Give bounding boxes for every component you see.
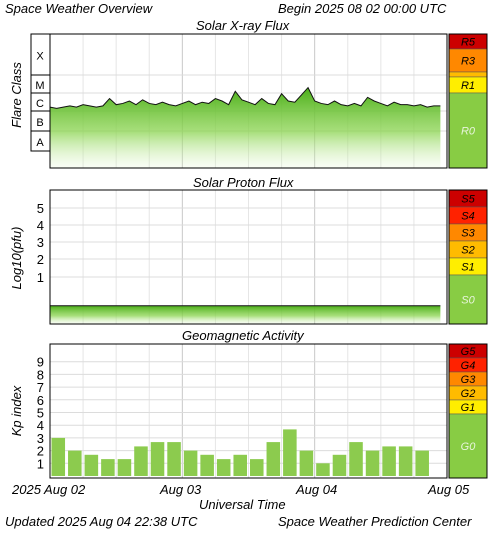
kp-bar bbox=[250, 459, 264, 476]
proton-scale-label: S1 bbox=[461, 262, 474, 274]
geomag-y-tick: 1 bbox=[37, 456, 44, 471]
xray-plot-border bbox=[49, 33, 448, 169]
kp-bar bbox=[398, 446, 413, 476]
proton-scale-border bbox=[448, 189, 488, 325]
proton-y-label: Log10(pfu) bbox=[9, 227, 24, 290]
xray-class-label: M bbox=[35, 80, 44, 92]
geomag-y-tick: 9 bbox=[37, 355, 44, 370]
geomag-y-label: Kp index bbox=[9, 385, 24, 436]
xray-title: Solar X-ray Flux bbox=[196, 18, 290, 33]
geomag-scale-label: G0 bbox=[461, 441, 477, 453]
kp-bar bbox=[415, 450, 429, 476]
xray-scale-border bbox=[448, 33, 488, 169]
proton-scale-label: S0 bbox=[461, 295, 475, 307]
kp-bar bbox=[167, 442, 181, 476]
proton-scale-label: S2 bbox=[461, 245, 474, 257]
geomag-scale-label: G4 bbox=[461, 360, 476, 372]
kp-bar bbox=[365, 450, 380, 476]
proton-scale-label: S3 bbox=[461, 228, 475, 240]
proton-y-tick: 2 bbox=[37, 252, 44, 267]
proton-title: Solar Proton Flux bbox=[193, 175, 294, 190]
kp-bar bbox=[382, 446, 396, 476]
kp-bar bbox=[316, 463, 330, 476]
proton-scale-label: S5 bbox=[461, 194, 475, 206]
kp-bar bbox=[332, 454, 347, 476]
proton-y-tick: 5 bbox=[37, 201, 44, 216]
proton-scale-band bbox=[448, 274, 488, 325]
kp-bar bbox=[134, 446, 148, 476]
kp-bar bbox=[68, 450, 82, 476]
kp-bar bbox=[349, 442, 363, 476]
xray-flux-line bbox=[49, 86, 441, 109]
x-tick-label-3: Aug 05 bbox=[428, 482, 470, 497]
x-axis-label: Universal Time bbox=[199, 497, 286, 512]
kp-bar bbox=[266, 442, 281, 476]
proton-scale-label: S4 bbox=[461, 211, 474, 223]
x-tick-label-0: 2025 Aug 02 bbox=[12, 482, 86, 497]
xray-class-label: B bbox=[36, 117, 43, 129]
xray-class-label: A bbox=[36, 137, 44, 149]
kp-bar bbox=[200, 454, 214, 476]
credit: Space Weather Prediction Center bbox=[278, 514, 472, 529]
geomag-scale-label: G2 bbox=[461, 388, 476, 400]
xray-scale-label: R3 bbox=[461, 56, 476, 68]
xray-flux-area bbox=[50, 87, 441, 168]
begin-timestamp: Begin 2025 08 02 00:00 UTC bbox=[278, 1, 447, 16]
kp-bar bbox=[101, 459, 115, 476]
geomag-y-tick: 4 bbox=[37, 418, 44, 433]
geomag-y-tick: 8 bbox=[37, 367, 44, 382]
proton-y-tick: 1 bbox=[37, 270, 44, 285]
kp-bar bbox=[216, 459, 231, 476]
geomag-title: Geomagnetic Activity bbox=[182, 328, 304, 343]
x-tick-label-2: Aug 04 bbox=[296, 482, 338, 497]
kp-bar bbox=[183, 450, 198, 476]
kp-bar bbox=[233, 454, 247, 476]
geomag-scale-label: G1 bbox=[461, 402, 476, 414]
geomag-scale-border bbox=[448, 343, 488, 479]
kp-bar bbox=[51, 437, 66, 476]
geomag-scale-label: G3 bbox=[461, 374, 477, 386]
kp-bar bbox=[150, 442, 165, 476]
xray-scale-label: R5 bbox=[461, 37, 476, 49]
xray-scale-label: R1 bbox=[461, 80, 475, 92]
updated-timestamp: Updated 2025 Aug 04 22:38 UTC bbox=[5, 514, 198, 529]
kp-bar bbox=[117, 459, 132, 476]
xray-scale-band bbox=[448, 71, 488, 78]
xray-scale-label: R0 bbox=[461, 126, 476, 138]
xray-class-label: C bbox=[36, 98, 44, 110]
geomag-y-tick: 7 bbox=[37, 380, 44, 395]
proton-y-tick: 4 bbox=[37, 218, 44, 233]
geomag-plot-border bbox=[49, 343, 448, 479]
kp-bar bbox=[84, 454, 99, 476]
geomag-y-tick: 3 bbox=[37, 431, 44, 446]
xray-y-label: Flare Class bbox=[9, 62, 24, 128]
proton-flux-area bbox=[50, 305, 441, 324]
geomag-y-tick: 5 bbox=[37, 406, 44, 421]
geomag-scale-label: G5 bbox=[461, 346, 477, 358]
geomag-y-tick: 6 bbox=[37, 393, 44, 408]
proton-y-tick: 3 bbox=[37, 235, 44, 250]
proton-plot-border bbox=[49, 189, 448, 325]
xray-scale-band bbox=[448, 92, 488, 169]
x-tick-label-1: Aug 03 bbox=[160, 482, 202, 497]
page-title: Space Weather Overview bbox=[5, 1, 153, 16]
kp-bar bbox=[299, 450, 314, 476]
kp-bar bbox=[283, 429, 297, 476]
geomag-y-tick: 2 bbox=[37, 444, 44, 459]
geomag-scale-band bbox=[448, 413, 488, 479]
xray-class-label: X bbox=[36, 51, 44, 63]
